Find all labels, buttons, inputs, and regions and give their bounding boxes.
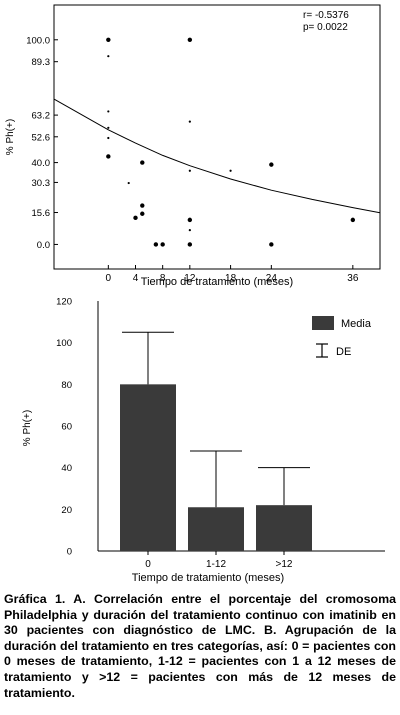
scatter-point (350, 217, 356, 223)
scatter-point (229, 169, 232, 172)
bar-x-axis-label: Tiempo de tratamiento (meses) (132, 572, 284, 584)
bar-y-tick-label: 40 (61, 463, 72, 474)
scatter-y-tick-label: 40.0 (32, 158, 51, 169)
scatter-point (160, 242, 165, 247)
scatter-point (133, 215, 138, 221)
scatter-x-tick-label: 18 (225, 273, 237, 284)
scatter-y-tick-label: 52.6 (32, 132, 51, 143)
scatter-point (269, 162, 274, 167)
bar (120, 384, 176, 551)
scatter-x-tick-label: 24 (266, 273, 278, 284)
bar-y-tick-label: 0 (67, 547, 72, 558)
scatter-y-tick-label: 30.3 (32, 178, 51, 189)
bar-y-tick-label: 20 (61, 505, 72, 516)
bar-x-tick-label: 0 (145, 559, 151, 570)
scatter-point (188, 120, 191, 123)
scatter-point (140, 211, 145, 216)
bar-y-tick-label: 120 (56, 297, 72, 308)
bar (256, 505, 312, 551)
trend-curve (53, 98, 381, 214)
scatter-x-tick-label: 12 (184, 273, 196, 284)
correlation-p: p= 0.0022 (303, 22, 348, 33)
scatter-point (107, 110, 110, 113)
scatter-plot-area (53, 4, 381, 270)
scatter-point (106, 154, 111, 159)
legend-error-label: DE (336, 346, 351, 358)
scatter-chart: 0.0 15.6 30.3 40.0 52.6 63.2 89.3 100.0 0 4 8 12 18… (5, 4, 381, 288)
scatter-point (188, 229, 191, 232)
scatter-y-tick-label: 100.0 (26, 35, 50, 46)
scatter-y-tick-label: 0.0 (37, 240, 50, 251)
scatter-x-tick-label: 4 (133, 273, 139, 284)
scatter-point (106, 37, 111, 42)
scatter-point (153, 242, 159, 247)
scatter-y-tick-label: 89.3 (32, 57, 51, 68)
legend-bar-label: Media (341, 318, 372, 330)
bar-y-tick-label: 100 (56, 338, 72, 349)
correlation-r: r= -0.5376 (303, 10, 349, 21)
scatter-point (107, 126, 110, 129)
scatter-point (187, 37, 193, 42)
bar (188, 507, 244, 551)
scatter-x-axis-label: Tiempo de tratamiento (meses) (141, 276, 293, 288)
legend: Media DE (312, 316, 372, 358)
scatter-x-tick-label: 8 (160, 273, 166, 284)
scatter-x-tick-label: 0 (106, 273, 112, 284)
bar-y-tick-label: 60 (61, 422, 72, 433)
scatter-point (140, 203, 145, 208)
scatter-y-axis-label: % Ph(+) (5, 119, 16, 155)
scatter-point (107, 55, 110, 58)
scatter-point (187, 217, 193, 223)
bar-chart: 0 20 40 60 80 100 120 0 1-12 >12 Media DE % Ph(+… (22, 297, 385, 584)
figure-caption: Gráfica 1. A. Correlación entre el porce… (4, 592, 396, 700)
scatter-point (188, 169, 191, 172)
scatter-y-tick-label: 63.2 (32, 111, 51, 122)
scatter-point (107, 136, 110, 140)
bar-x-tick-label: >12 (276, 559, 293, 570)
bar-x-tick-label: 1-12 (206, 559, 226, 570)
scatter-x-tick-label: 36 (347, 273, 359, 284)
bar-y-axis-label: % Ph(+) (22, 410, 33, 446)
scatter-point (127, 181, 130, 185)
scatter-y-tick-label: 15.6 (32, 208, 51, 219)
legend-bar-swatch (312, 316, 334, 330)
scatter-point (269, 242, 274, 247)
scatter-point (187, 242, 193, 247)
bar-y-tick-label: 80 (61, 380, 72, 391)
scatter-point (140, 160, 145, 165)
